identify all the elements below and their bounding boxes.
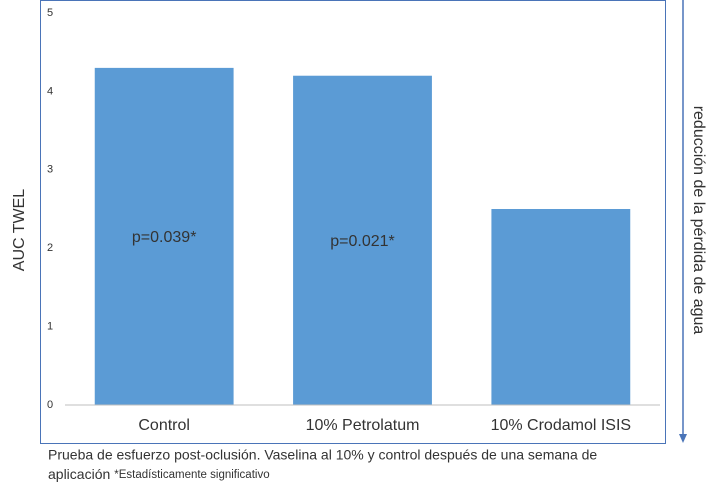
- y-tick-label: 2: [47, 242, 53, 254]
- x-tick-label: 10% Petrolatum: [306, 417, 420, 434]
- annotation: p=0.021*: [330, 233, 395, 250]
- y-tick-label: 5: [47, 7, 53, 19]
- annotation: p=0.039*: [132, 229, 197, 246]
- bar: [491, 209, 631, 405]
- caption: aplicación: [48, 466, 110, 482]
- y-tick-label: 3: [47, 164, 53, 176]
- y-axis-label: AUC TWEL: [11, 189, 28, 271]
- bar: [94, 67, 234, 405]
- x-tick-label: 10% Crodamol ISIS: [491, 417, 632, 434]
- caption-note: *Estadísticamente significativo: [114, 469, 269, 481]
- bar: [293, 75, 432, 405]
- y-tick-label: 4: [47, 85, 53, 97]
- caption: Prueba de esfuerzo post-oclusión. Vaseli…: [48, 447, 597, 463]
- y-tick-label: 1: [47, 321, 53, 333]
- y-tick-label: 0: [47, 399, 53, 411]
- chart-frame: [40, 0, 666, 444]
- x-tick-label: Control: [138, 417, 190, 434]
- arrow-head: [679, 434, 687, 443]
- caption: aplicación *Estadísticamente significativ…: [48, 466, 270, 482]
- right-label: reducción de la pérdida de agua: [690, 106, 707, 335]
